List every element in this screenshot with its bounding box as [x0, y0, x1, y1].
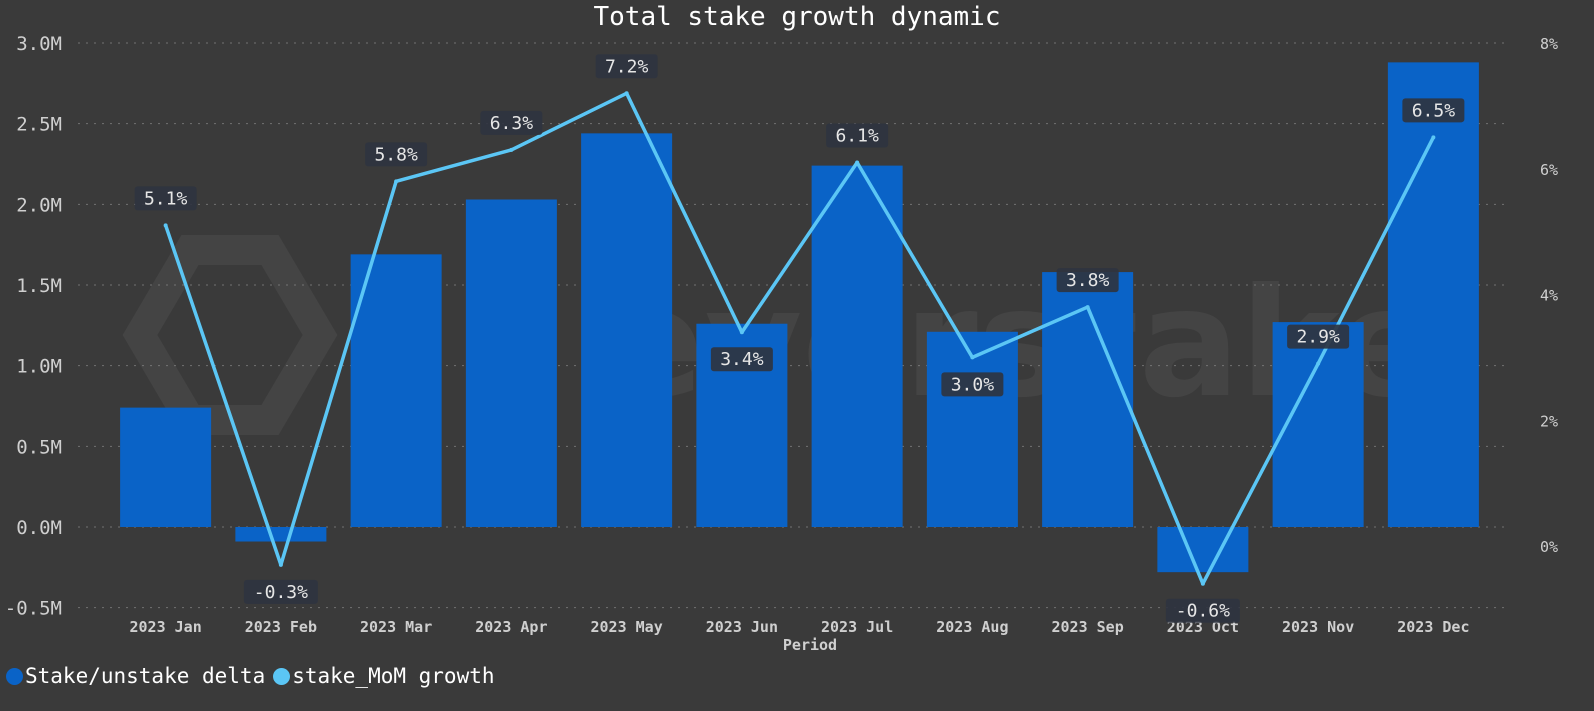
line-point-7 — [970, 355, 975, 360]
x-tick-label: 2023 Apr — [475, 618, 547, 636]
legend-item-line[interactable]: stake_MoM growth — [273, 664, 495, 688]
bar-0 — [120, 407, 212, 527]
line-series — [163, 91, 1435, 586]
line-point-6 — [855, 160, 860, 165]
line-point-2 — [394, 179, 399, 184]
legend-label-bars: Stake/unstake delta — [25, 664, 266, 688]
data-label: 5.8% — [374, 144, 418, 165]
data-label-box — [710, 347, 773, 372]
data-label: 6.3% — [490, 113, 534, 134]
data-label: -0.6% — [1176, 601, 1230, 622]
line-point-11 — [1431, 135, 1436, 140]
y-left-tick-label: 2.0M — [16, 194, 62, 216]
data-label-box — [826, 123, 889, 148]
y-right-tick-label: 6% — [1540, 161, 1558, 179]
y-left-tick-label: 1.0M — [16, 356, 62, 378]
y-right-tick-label: 0% — [1540, 538, 1558, 556]
y-left-tick-label: 1.5M — [16, 275, 62, 297]
data-label: 5.1% — [144, 188, 188, 209]
data-label: 7.2% — [605, 56, 649, 77]
data-label: 3.0% — [951, 374, 995, 395]
legend-swatch-line — [273, 667, 291, 685]
y-left-tick-label: -0.5M — [5, 598, 62, 620]
x-tick-label: 2023 Feb — [245, 618, 317, 636]
line-point-4 — [624, 91, 629, 96]
bar-6 — [811, 165, 903, 527]
x-tick-label: 2023 May — [591, 618, 663, 636]
x-tick-label: 2023 Dec — [1397, 618, 1469, 636]
bar-3 — [465, 199, 557, 527]
line-point-0 — [163, 223, 168, 228]
legend: Stake/unstake delta stake_MoM growth — [6, 664, 503, 688]
y-left-tick-label: 3.0M — [16, 33, 62, 55]
data-label-box — [480, 110, 543, 135]
bar-4 — [581, 133, 673, 527]
chart-title: Total stake growth dynamic — [593, 2, 1001, 32]
data-label-box — [941, 372, 1004, 397]
watermark-logo — [122, 235, 338, 435]
line-point-9 — [1200, 581, 1205, 586]
data-label-box — [243, 579, 318, 604]
line-point-10 — [1316, 361, 1321, 366]
x-tick-label: 2023 Nov — [1282, 618, 1354, 636]
bar-1 — [235, 527, 327, 542]
bar-8 — [1042, 272, 1134, 527]
x-tick-label: 2023 Mar — [360, 618, 432, 636]
bar-11 — [1387, 62, 1479, 528]
data-label-box — [595, 54, 658, 79]
data-label-box — [365, 142, 428, 167]
y-right-tick-label: 4% — [1540, 287, 1558, 305]
x-tick-label: 2023 Jan — [130, 618, 202, 636]
x-tick-label: 2023 Aug — [936, 618, 1008, 636]
legend-label-line: stake_MoM growth — [292, 664, 495, 688]
y-left-tick-label: 0.0M — [16, 517, 62, 539]
bar-9 — [1157, 527, 1249, 573]
y-right-tick-label: 8% — [1540, 35, 1558, 53]
data-label-box — [134, 186, 197, 211]
data-label: -0.3% — [254, 582, 308, 603]
y-left-tick-label: 2.5M — [16, 114, 62, 136]
y-left-tick-label: 0.5M — [16, 436, 62, 458]
data-label: 3.4% — [720, 349, 764, 370]
data-label-box — [1056, 268, 1119, 293]
line-point-1 — [278, 562, 283, 567]
data-label-box — [1402, 98, 1465, 123]
line-point-5 — [739, 330, 744, 335]
data-label: 6.5% — [1412, 100, 1456, 121]
bar-7 — [926, 331, 1018, 527]
x-tick-label: 2023 Jun — [706, 618, 778, 636]
data-label: 6.1% — [835, 125, 879, 146]
x-axis-title: Period — [782, 636, 838, 654]
data-label-box — [1287, 324, 1350, 349]
data-label-box — [1165, 598, 1240, 623]
legend-item-bars[interactable]: Stake/unstake delta — [6, 664, 265, 688]
x-tick-label: 2023 Jul — [821, 618, 893, 636]
data-label: 2.9% — [1296, 327, 1340, 348]
legend-swatch-bars — [6, 667, 23, 685]
bar-2 — [350, 254, 442, 527]
line-point-8 — [1085, 305, 1090, 310]
line-point-3 — [509, 147, 514, 152]
y-right-tick-label: 2% — [1540, 412, 1558, 430]
data-label: 3.8% — [1066, 270, 1110, 291]
x-tick-label: 2023 Sep — [1052, 618, 1124, 636]
